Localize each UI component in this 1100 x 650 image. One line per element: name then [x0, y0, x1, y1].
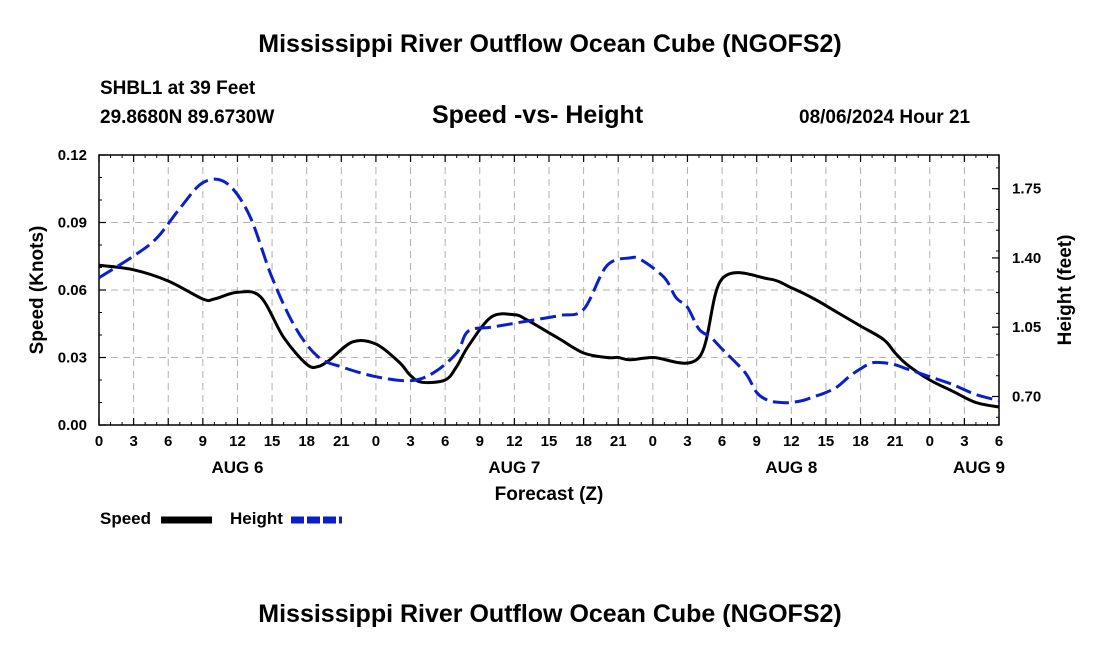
y-tick-label: 0.00 — [58, 417, 87, 434]
legend-height-label: Height — [230, 509, 283, 528]
label-layer: 0 3 6 9 12 15 18 21 0 3 6 9 12 15 18 21 0 3 6 9 12 15 18 21 0 3 6 A… — [58, 147, 1041, 477]
x-tick-label: 6 — [718, 433, 726, 450]
legend-speed-swatch — [161, 516, 212, 524]
x-tick-label: 0 — [649, 433, 657, 450]
y2-tick-label: 0.70 — [1012, 388, 1041, 405]
x-tick-label: 18 — [575, 433, 592, 450]
x-tick-label: 9 — [476, 433, 484, 450]
x-tick-label: 9 — [753, 433, 761, 450]
x-tick-label: 3 — [406, 433, 414, 450]
x-tick-label: 21 — [610, 433, 627, 450]
x-tick-label: 0 — [926, 433, 934, 450]
date-label: AUG 7 — [488, 458, 540, 477]
chart-title-repeat: Mississippi River Outflow Ocean Cube (NG… — [258, 600, 842, 628]
legend-speed-label: Speed — [100, 509, 152, 528]
y-tick-label: 0.09 — [58, 215, 87, 232]
chart-title: Mississippi River Outflow Ocean Cube (NG… — [258, 30, 842, 58]
y-tick-label: 0.03 — [58, 350, 87, 367]
y2-tick-label: 1.05 — [1012, 319, 1041, 336]
x-tick-label: 21 — [333, 433, 350, 450]
y2-tick-label: 1.40 — [1012, 250, 1041, 267]
y-tick-label: 0.06 — [58, 282, 87, 299]
x-tick-label: 15 — [264, 433, 281, 450]
series-layer — [98, 177, 1000, 409]
x-tick-label: 0 — [372, 433, 380, 450]
x-tick-label: 21 — [887, 433, 904, 450]
x-tick-label: 0 — [95, 433, 103, 450]
x-tick-label: 3 — [129, 433, 137, 450]
y2-tick-label: 1.75 — [1012, 181, 1041, 198]
x-tick-label: 9 — [199, 433, 207, 450]
speed-series-line — [98, 263, 1000, 409]
speed-height-chart: 0 3 6 9 12 15 18 21 0 3 6 9 12 15 18 21 0 3 6 9 12 15 18 21 0 3 6 A… — [27, 147, 1076, 505]
x-tick-label: 6 — [164, 433, 172, 450]
datetime-label: 08/06/2024 Hour 21 — [799, 107, 971, 128]
x-tick-label: 15 — [541, 433, 558, 450]
x-tick-label: 12 — [229, 433, 246, 450]
y2-axis-label: Height (feet) — [1055, 235, 1076, 346]
x-tick-label: 15 — [818, 433, 835, 450]
x-tick-label: 12 — [783, 433, 800, 450]
tick-layer — [98, 154, 1000, 426]
station-label: SHBL1 at 39 Feet — [100, 78, 256, 99]
legend-height-swatch — [291, 516, 342, 524]
x-tick-label: 18 — [852, 433, 869, 450]
date-label: AUG 6 — [211, 458, 263, 477]
y-tick-label: 0.12 — [58, 147, 87, 164]
grid-layer — [99, 155, 999, 425]
coordinates-label: 29.8680N 89.6730W — [100, 107, 275, 128]
x-axis-label: Forecast (Z) — [495, 484, 604, 505]
x-tick-label: 6 — [995, 433, 1003, 450]
x-tick-label: 3 — [960, 433, 968, 450]
x-tick-label: 6 — [441, 433, 449, 450]
y-axis-label: Speed (Knots) — [27, 226, 48, 355]
x-tick-label: 18 — [298, 433, 315, 450]
chart-subtitle: Speed -vs- Height — [432, 101, 644, 129]
x-tick-label: 12 — [506, 433, 523, 450]
x-tick-label: 3 — [683, 433, 691, 450]
date-label: AUG 8 — [765, 458, 817, 477]
date-label: AUG 9 — [953, 458, 1005, 477]
